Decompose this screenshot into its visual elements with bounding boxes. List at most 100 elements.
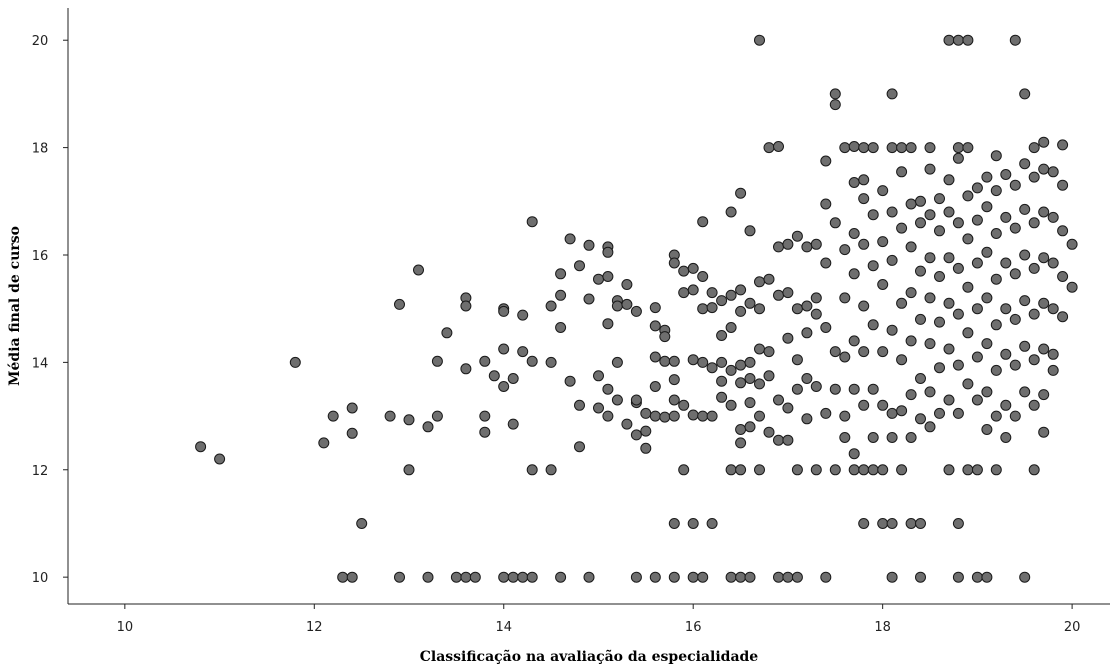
data-point [394,571,405,583]
data-point [877,518,889,529]
data-point [848,228,860,239]
data-point [754,343,765,355]
data-point [346,427,358,439]
data-point [877,346,889,358]
data-point [668,410,680,422]
data-point [1000,348,1012,360]
data-point [593,273,604,285]
data-point [1038,206,1050,218]
data-point [943,343,955,355]
data-point [602,410,614,422]
data-point [687,518,699,529]
data-point [574,260,585,272]
data-point [725,364,737,376]
data-point [915,518,926,529]
data-point [659,355,671,367]
data-point [924,292,936,304]
data-point [735,437,747,449]
data-point [1066,281,1078,293]
data-point [848,335,860,347]
data-point [574,441,585,453]
data-point [934,316,945,328]
data-point [630,305,642,317]
data-point [896,405,908,417]
data-point [611,394,623,406]
data-point [848,383,860,395]
x-tick-label: 20 [1064,620,1081,635]
data-point [498,571,510,583]
data-point [1009,222,1021,234]
data-point [905,198,917,210]
data-point [1000,257,1012,269]
data-point [791,464,803,476]
x-tick-label: 14 [495,620,512,635]
data-point [526,355,538,367]
data-point [403,464,415,476]
data-point [725,206,737,218]
data-point [773,571,784,583]
data-point [934,362,945,374]
data-point [649,320,661,332]
data-point [1028,217,1040,229]
data-point [289,356,301,368]
data-point [829,88,841,100]
data-point [952,571,964,583]
data-point [649,351,661,363]
data-point [915,413,926,425]
data-point [1038,426,1050,438]
data-point [507,418,519,430]
data-point [858,174,870,186]
data-point [1057,179,1069,191]
data-point [886,254,898,266]
data-point [498,305,510,317]
data-point [545,356,557,368]
data-point [498,381,510,392]
data-point [640,425,652,437]
data-point [735,377,747,389]
data-point [943,252,955,264]
data-point [801,327,813,339]
data-point [886,324,898,336]
data-point [773,141,784,152]
data-point [782,402,794,414]
data-point [773,241,784,253]
data-point [981,424,993,435]
data-point [952,262,964,274]
x-tick-label: 12 [306,620,323,635]
data-point [735,359,747,371]
data-point [526,464,538,476]
data-point [905,518,917,529]
data-point [725,571,737,583]
data-point [422,571,434,583]
data-point [839,410,851,422]
data-point [545,300,557,312]
data-point [839,351,851,363]
data-point [886,518,898,529]
data-point [1000,432,1012,443]
data-point [962,142,974,154]
data-point [716,330,728,341]
data-point [924,421,936,433]
data-point [555,268,567,280]
data-point [962,34,974,46]
data-point [810,308,822,320]
data-point [725,322,737,333]
data-point [971,182,983,194]
data-point [611,300,623,312]
data-points [195,34,1078,583]
data-point [858,142,870,154]
data-point [820,571,832,583]
data-point [820,407,832,419]
data-point [384,410,396,422]
data-point [791,571,803,583]
data-point [981,246,993,258]
data-point [640,407,652,419]
data-point [810,381,822,392]
data-point [1009,34,1021,46]
data-point [754,410,765,422]
data-point [346,402,358,414]
data-point [687,571,699,583]
data-point [820,257,832,269]
data-point [801,413,813,425]
data-point [952,34,964,46]
